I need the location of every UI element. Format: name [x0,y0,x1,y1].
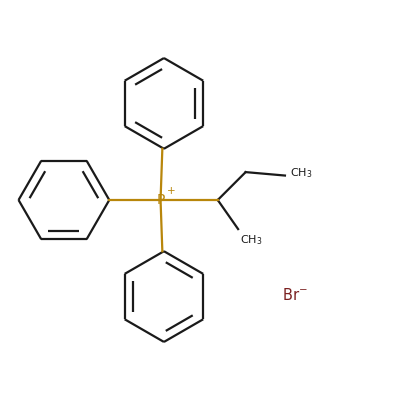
Text: Br$^{-}$: Br$^{-}$ [282,287,308,303]
Text: CH$_3$: CH$_3$ [240,233,262,247]
Text: +: + [167,186,176,196]
Text: CH$_3$: CH$_3$ [290,167,312,180]
Text: P: P [156,193,165,207]
